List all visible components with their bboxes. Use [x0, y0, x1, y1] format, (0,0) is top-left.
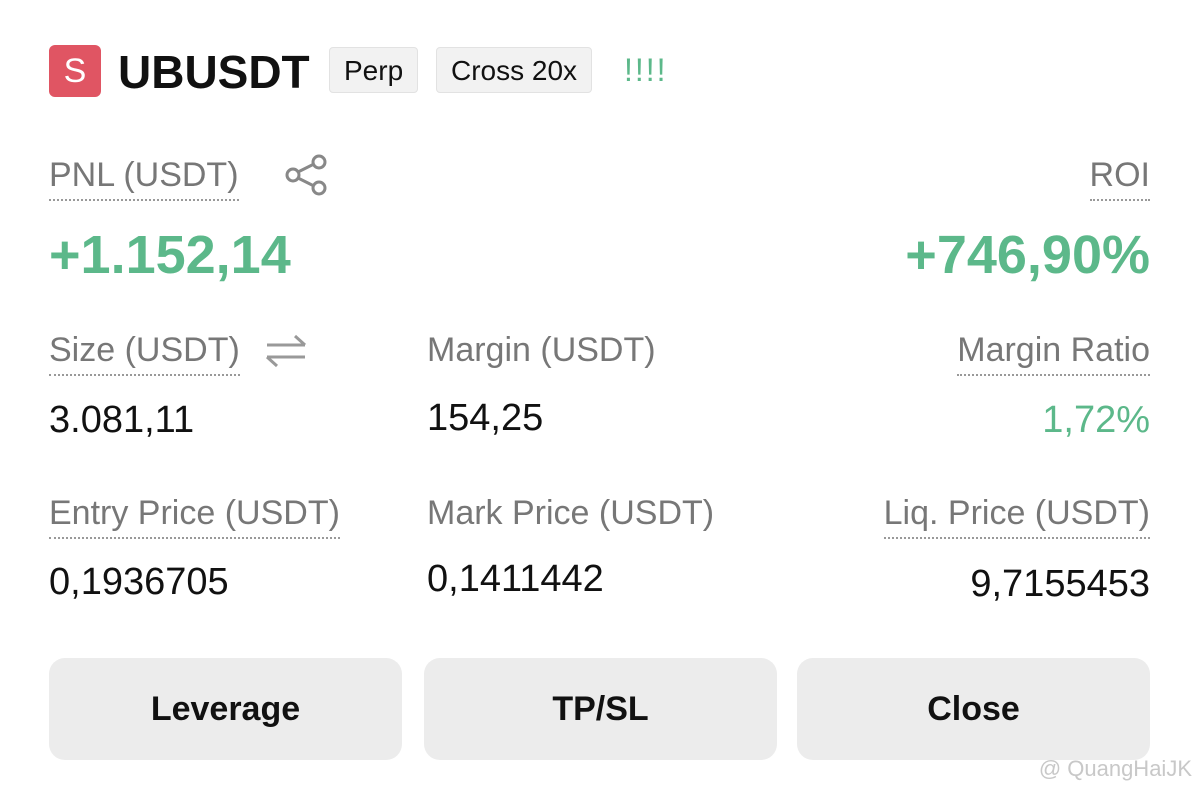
watermark: @ QuangHaiJK	[1038, 756, 1192, 781]
field-label: Margin (USDT)	[427, 331, 656, 369]
field-value: 0,1936705	[49, 561, 229, 603]
field-label[interactable]: Margin Ratio	[957, 330, 1150, 376]
field-label[interactable]: Size (USDT)	[49, 330, 240, 376]
field-value: 3.081,11	[49, 399, 195, 441]
tpsl-button[interactable]: TP/SL	[424, 658, 777, 760]
field-label: Mark Price (USDT)	[427, 494, 715, 532]
field-label[interactable]: Liq. Price (USDT)	[883, 493, 1150, 539]
pnl-value: +1.152,14	[49, 225, 291, 285]
share-icon[interactable]	[284, 153, 330, 197]
field-value: 154,25	[427, 397, 544, 439]
swap-icon[interactable]	[265, 334, 307, 368]
field-value: 1,72%	[1042, 399, 1150, 441]
field-value: 0,1411442	[427, 558, 604, 600]
field-value: 9,7155453	[970, 563, 1150, 605]
close-button[interactable]: Close	[797, 658, 1150, 760]
symbol: UBUSDT	[118, 46, 310, 98]
tag: Perp	[329, 47, 419, 93]
field-label[interactable]: Entry Price (USDT)	[49, 493, 340, 539]
tag: Cross 20x	[436, 47, 593, 93]
strength-indicator: !!!!	[624, 52, 668, 88]
leverage-button[interactable]: Leverage	[49, 658, 402, 760]
roi-value: +746,90%	[905, 225, 1150, 285]
pnl-label[interactable]: PNL (USDT)	[49, 155, 239, 201]
roi-label[interactable]: ROI	[1089, 155, 1150, 201]
symbol-badge: S	[49, 45, 101, 97]
